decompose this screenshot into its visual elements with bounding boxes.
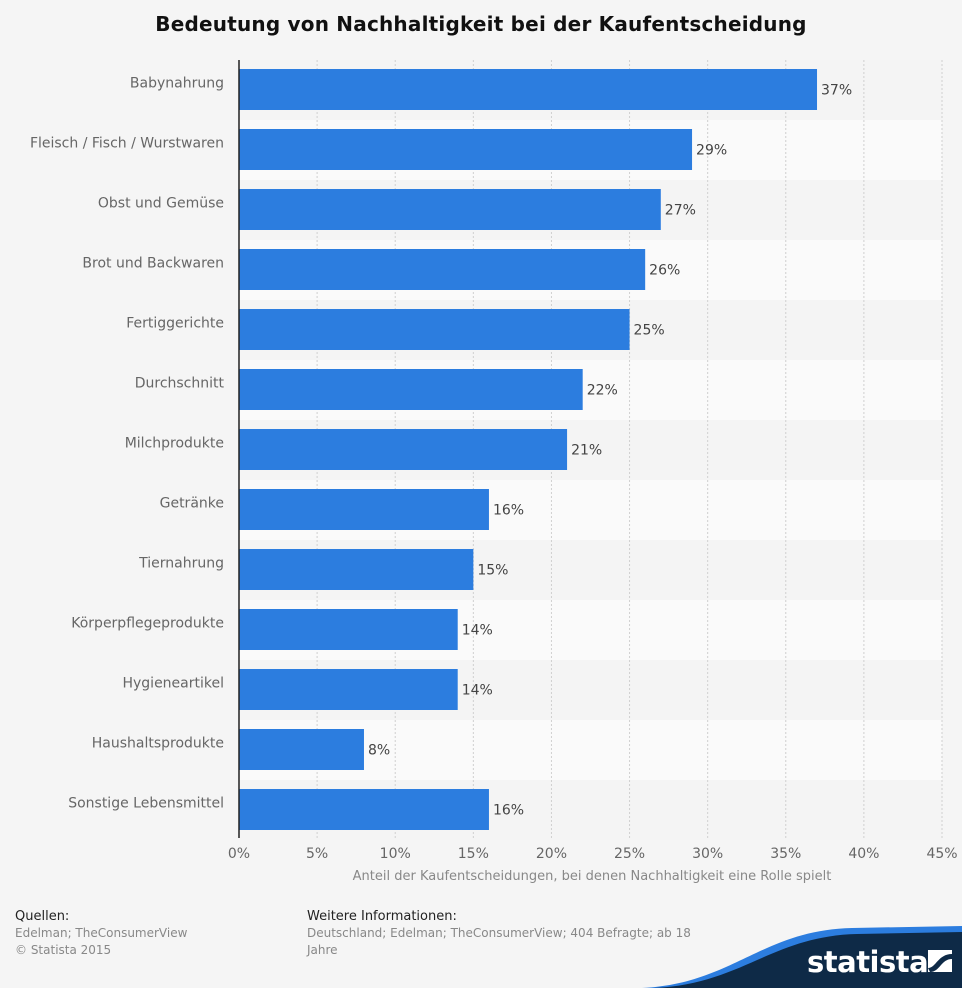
- x-tick-label: 0%: [228, 846, 250, 862]
- x-tick-label: 45%: [926, 846, 957, 862]
- x-tick-label: 25%: [614, 846, 645, 862]
- value-label: 16%: [493, 803, 524, 819]
- value-label: 25%: [634, 323, 665, 339]
- bar: [239, 189, 661, 230]
- category-label: Obst und Gemüse: [98, 196, 224, 212]
- info-block: Weitere Informationen: Deutschland; Edel…: [307, 908, 691, 959]
- sources-line[interactable]: Edelman; TheConsumerView: [15, 926, 188, 940]
- value-label: 8%: [368, 743, 390, 759]
- bar: [239, 249, 646, 290]
- bar: [239, 69, 818, 110]
- bar: [239, 669, 458, 710]
- sources-heading: Quellen:: [15, 909, 70, 924]
- x-tick-label: 35%: [770, 846, 801, 862]
- category-label: Milchprodukte: [125, 436, 224, 452]
- bar: [239, 789, 489, 830]
- x-tick-label: 10%: [380, 846, 411, 862]
- x-tick-label: 40%: [848, 846, 879, 862]
- value-label: 16%: [493, 503, 524, 519]
- value-labels: 37% 29% 27% 26% 25% 22% 21% 16% 15% 14% 14% 8% 16%: [368, 83, 852, 819]
- category-label: Tiernahrung: [138, 556, 224, 572]
- info-heading: Weitere Informationen:: [307, 909, 457, 924]
- bars: [239, 69, 818, 830]
- value-label: 21%: [571, 443, 602, 459]
- bar: [239, 549, 474, 590]
- bar: [239, 369, 583, 410]
- info-line: Deutschland; Edelman; TheConsumerView; 4…: [307, 926, 691, 940]
- category-label: Brot und Backwaren: [82, 256, 224, 272]
- category-label: Fertiggerichte: [126, 316, 224, 332]
- category-label: Hygieneartikel: [122, 676, 224, 692]
- category-label: Getränke: [160, 496, 224, 512]
- value-label: 27%: [665, 203, 696, 219]
- statista-logo[interactable]: statista: [642, 926, 962, 988]
- category-label: Babynahrung: [130, 76, 224, 92]
- x-tick-labels: 0% 5% 10% 15% 20% 25% 30% 35% 40% 45%: [228, 846, 958, 862]
- category-label: Körperpflegeprodukte: [71, 616, 224, 632]
- logo-mark-icon: [928, 950, 952, 972]
- x-tick-label: 5%: [306, 846, 328, 862]
- category-labels: Babynahrung Fleisch / Fisch / Wurstwaren O…: [30, 76, 225, 812]
- value-label: 29%: [696, 143, 727, 159]
- category-label: Durchschnitt: [135, 376, 225, 392]
- bar: [239, 129, 693, 170]
- x-axis-title: Anteil der Kaufentscheidungen, bei denen…: [353, 869, 832, 884]
- bar: [239, 309, 630, 350]
- x-tick-label: 20%: [536, 846, 567, 862]
- chart-title: Bedeutung von Nachhaltigkeit bei der Kau…: [155, 12, 807, 36]
- value-label: 37%: [821, 83, 852, 99]
- value-label: 15%: [477, 563, 508, 579]
- bar: [239, 609, 458, 650]
- bar: [239, 429, 568, 470]
- value-label: 26%: [649, 263, 680, 279]
- x-tick-label: 15%: [458, 846, 489, 862]
- bar: [239, 489, 489, 530]
- copyright: © Statista 2015: [15, 943, 112, 957]
- value-label: 14%: [462, 683, 493, 699]
- category-label: Fleisch / Fisch / Wurstwaren: [30, 136, 224, 152]
- value-label: 14%: [462, 623, 493, 639]
- bar-chart: Babynahrung Fleisch / Fisch / Wurstwaren O…: [30, 60, 958, 884]
- bar: [239, 729, 364, 770]
- logo-text: statista: [807, 945, 928, 979]
- category-label: Sonstige Lebensmittel: [68, 796, 224, 812]
- value-label: 22%: [587, 383, 618, 399]
- category-label: Haushaltsprodukte: [92, 736, 224, 752]
- sources-block: Quellen: Edelman; TheConsumerView © Stat…: [15, 908, 187, 959]
- info-line-2: Jahre: [307, 943, 338, 957]
- x-tick-label: 30%: [692, 846, 723, 862]
- logo-swoosh-dark: [654, 932, 962, 988]
